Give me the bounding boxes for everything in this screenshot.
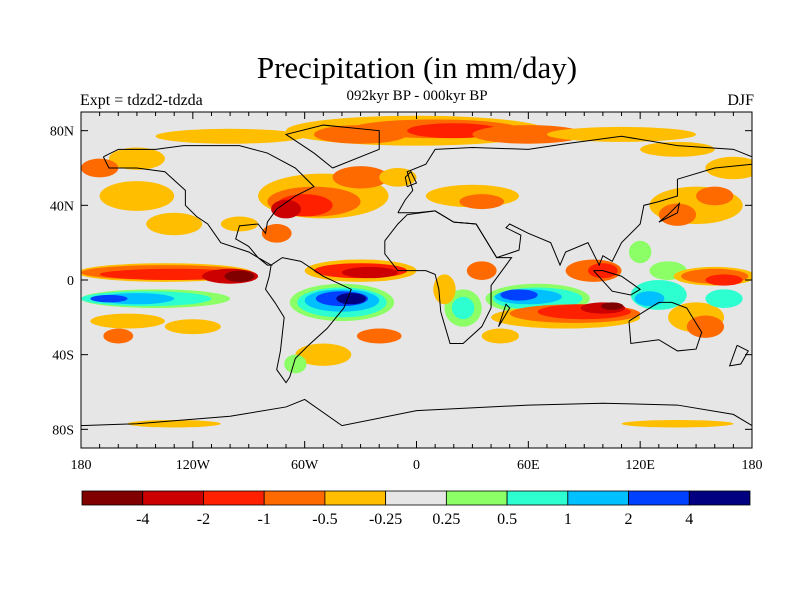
anomaly-region <box>696 186 734 206</box>
anomaly-region <box>220 216 259 232</box>
coastline <box>593 270 642 296</box>
plot-subtitle: 092kyr BP - 000kyr BP <box>346 88 488 104</box>
season-label: DJF <box>727 92 754 109</box>
lat-tick-label: 40S <box>52 349 74 364</box>
colorbar-label: -0.5 <box>312 511 337 528</box>
anomaly-region <box>90 294 128 303</box>
anomaly-region <box>146 212 203 236</box>
anomaly-region <box>155 128 305 144</box>
anomaly-region <box>658 203 697 226</box>
anomaly-region <box>271 199 301 219</box>
colorbar-swatch <box>385 490 447 506</box>
colorbar-label: 2 <box>625 511 633 528</box>
anomaly-region <box>472 125 585 144</box>
colorbar-label: -4 <box>136 511 149 528</box>
colorbar-label: 4 <box>685 511 693 528</box>
coastline <box>102 145 315 266</box>
anomaly-region <box>481 328 520 344</box>
lat-tick-label: 80N <box>50 125 74 140</box>
anomaly-region <box>686 315 725 338</box>
colorbar-swatch <box>628 490 690 506</box>
anomaly-region <box>90 313 165 329</box>
anomaly-region <box>224 270 255 282</box>
lat-tick-label: 40N <box>50 199 74 214</box>
coastline <box>728 344 749 367</box>
anomaly-region <box>546 126 697 142</box>
anomaly-region <box>459 194 505 210</box>
coastline <box>658 201 681 223</box>
anomaly-region <box>313 125 408 144</box>
anomaly-region <box>451 296 475 320</box>
lon-tick-label: 60W <box>291 458 319 473</box>
colorbar-swatch <box>81 490 144 506</box>
lon-tick-label: 180 <box>71 458 92 473</box>
axis-ticks: 180 120W 60W 0 60E 120E 180 80N 40N 0 40S 80S <box>50 112 763 473</box>
lat-tick-label: 0 <box>67 274 74 289</box>
anomaly-region <box>108 147 165 170</box>
anomaly-region <box>628 240 652 264</box>
anomaly-region <box>640 141 715 157</box>
experiment-label: Expt = tdzd2-tdzda <box>80 92 203 109</box>
lon-tick-label: 0 <box>413 458 420 473</box>
anomaly-region <box>601 302 624 310</box>
colorbar-swatch <box>203 490 265 506</box>
anomaly-region <box>705 156 752 180</box>
colorbar-label: 1 <box>564 511 572 528</box>
anomaly-region <box>336 293 367 305</box>
anomaly-region <box>466 261 497 280</box>
lon-tick-label: 120W <box>176 458 211 473</box>
coastline <box>81 398 752 427</box>
anomaly-region <box>341 266 398 279</box>
colorbar-swatch <box>263 490 326 506</box>
anomaly-region <box>164 319 221 335</box>
coastline <box>384 210 513 344</box>
colorbar-swatch <box>688 490 751 506</box>
anomaly-region <box>295 343 352 366</box>
colorbar-label: -0.25 <box>369 511 402 528</box>
colorbar-swatch <box>506 490 569 506</box>
anomaly-region <box>705 274 743 286</box>
colorbar: -4 -2 -1 -0.5 -0.25 0.25 0.5 1 2 4 <box>81 490 751 528</box>
anomaly-region <box>127 420 221 428</box>
anomaly-region <box>332 166 389 189</box>
colorbar-swatch <box>445 490 508 506</box>
anomaly-region <box>103 328 134 344</box>
plot-title: Precipitation (in mm/day) <box>256 50 578 85</box>
coastline <box>284 124 380 169</box>
anomaly-region <box>500 289 538 301</box>
lon-tick-label: 120E <box>625 458 655 473</box>
lat-tick-label: 80S <box>52 423 74 438</box>
coastline <box>498 303 511 327</box>
anomaly-region <box>621 420 734 428</box>
colorbar-label: -1 <box>258 511 271 528</box>
coastline <box>404 170 418 188</box>
anomaly-contours <box>81 115 752 428</box>
colorbar-swatch <box>142 490 204 506</box>
colorbar-label: 0.25 <box>432 511 460 528</box>
colorbar-label: 0.5 <box>497 511 517 528</box>
coastline <box>397 135 752 267</box>
colorbar-swatch <box>567 490 629 506</box>
anomaly-region <box>261 224 292 243</box>
colorbar-swatch <box>324 490 387 506</box>
colorbar-label: -2 <box>197 511 210 528</box>
lon-tick-label: 60E <box>517 458 540 473</box>
lon-tick-label: 180 <box>742 458 763 473</box>
anomaly-region <box>284 354 307 374</box>
anomaly-region <box>99 181 175 211</box>
coastline <box>628 301 703 352</box>
anomaly-region <box>705 289 743 308</box>
anomaly-region <box>634 291 665 307</box>
coastline <box>264 257 352 384</box>
anomaly-region <box>433 274 456 305</box>
anomaly-region <box>81 158 119 178</box>
coastlines <box>81 124 752 427</box>
anomaly-region <box>356 328 402 344</box>
